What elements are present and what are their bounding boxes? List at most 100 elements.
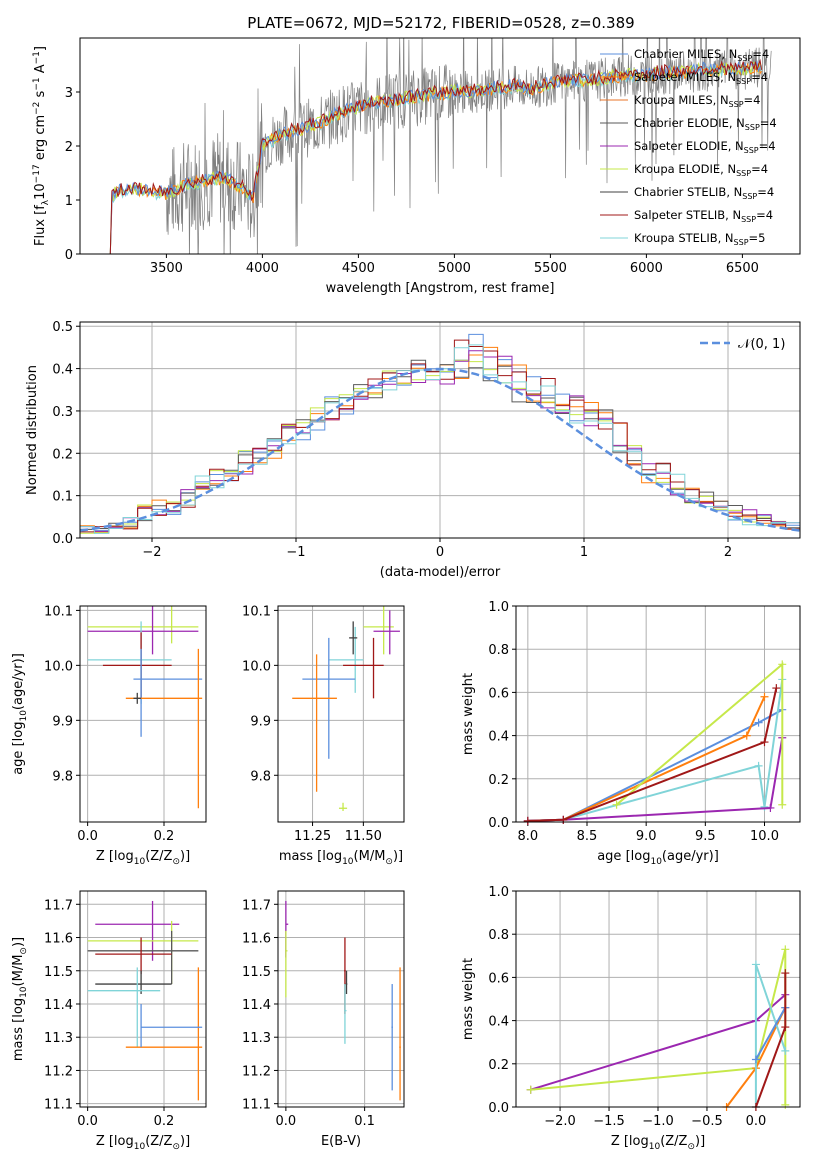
label-part: erg cm [33, 115, 48, 164]
x-axis-label: (data-model)/error [380, 565, 501, 580]
label-part: )] [695, 1134, 705, 1149]
label-part: )] [393, 849, 403, 864]
y-tick-label: 0.8 [488, 643, 509, 658]
mass-vs-metallicity-panel: 0.0 0.2 11.1 11.2 11.3 11.4 11.5 11.6 11.7 Z [log… [11, 890, 207, 1152]
label-part: SSP [745, 123, 760, 132]
label-part: λ [41, 199, 51, 205]
label-part: A [33, 64, 48, 77]
x-tick-label: 11.50 [345, 829, 382, 844]
y-tick-label: 0.1 [52, 490, 73, 505]
x-tick-label: 0.0 [276, 1114, 297, 1129]
label-part: ⊙ [385, 857, 393, 867]
label-part: SSP [736, 169, 751, 178]
y-tick-label: 10.1 [242, 604, 271, 619]
x-tick-label: 0.1 [354, 1114, 375, 1129]
y-tick-label: 9.8 [250, 769, 271, 784]
x-tick-label: −2.0 [544, 1114, 576, 1129]
legend-label: 𝒩(0, 1) [738, 337, 785, 352]
y-tick-label: 10.0 [242, 659, 271, 674]
label-part: 10 [134, 857, 146, 867]
y-tick-label: 0.5 [52, 320, 73, 335]
x-axis-label: Z [log10(Z/Z⊙)] [96, 1134, 190, 1152]
legend-label: Chabrier MILES, NSSP=4 [634, 47, 769, 63]
label-part: SSP [736, 77, 751, 86]
y-tick-label: 2 [65, 140, 73, 155]
label-part: ⊙ [172, 1142, 180, 1152]
y-tick-label: 3 [65, 86, 73, 101]
label-part: (age/yr)] [11, 653, 26, 710]
x-axis-label: Z [log10(Z/Z⊙)] [611, 1134, 705, 1152]
y-tick-label: 0.4 [52, 363, 73, 378]
legend-label: Chabrier ELODIE, NSSP=4 [634, 116, 777, 132]
label-part: =4 [756, 208, 773, 222]
y-tick-label: 0.4 [488, 730, 509, 745]
error-bars [285, 900, 401, 1101]
ticks: −2 −1 0 1 2 0.0 0.1 0.2 0.3 0.4 0.5 [52, 320, 732, 560]
y-tick-label: 11.6 [44, 932, 73, 947]
model-spectrum-line [108, 60, 763, 254]
y-tick-label: 0.6 [488, 686, 509, 701]
ticks: 0.0 0.1 11.1 11.2 11.3 11.4 11.5 11.6 11.7 [242, 898, 375, 1129]
label-part: )] [180, 849, 190, 864]
weight-marker [778, 660, 787, 669]
label-part: 10 [19, 986, 29, 998]
y-tick-label: 11.5 [44, 965, 73, 980]
label-part: (M/M [11, 955, 26, 987]
label-part: (Z/Z [145, 1134, 172, 1149]
label-part: Normed distribution [25, 365, 40, 495]
label-part: (data-model)/error [380, 565, 501, 580]
label-part: SSP [734, 238, 749, 247]
y-tick-label: 0.3 [52, 405, 73, 420]
residuals-panel: −2 −1 0 1 2 0.0 0.1 0.2 0.3 0.4 0.5 (data-model)/er… [25, 320, 801, 580]
y-axis-label: Flux [fλ10−17 erg cm−2 s−1 A−1] [32, 46, 51, 246]
age-vs-mass-panel: 11.25 11.50 9.8 9.9 10.0 10.1 mass [log10(M/M⊙… [242, 604, 405, 867]
legend-label: Salpeter MILES, NSSP=4 [634, 70, 768, 86]
weight-marker [751, 960, 760, 969]
y-tick-label: 0.4 [488, 1015, 509, 1030]
y-tick-label: 10.1 [44, 604, 73, 619]
x-tick-label: 4000 [246, 261, 279, 276]
x-tick-label: 5000 [438, 261, 471, 276]
label-part: Salpeter STELIB, N [634, 208, 741, 222]
label-part: mass weight [461, 673, 476, 755]
x-tick-label: −1.0 [642, 1114, 674, 1129]
label-part: mass weight [461, 958, 476, 1040]
x-tick-label: 0.0 [746, 1114, 767, 1129]
label-part: =4 [751, 162, 768, 176]
weight-marker [772, 684, 781, 693]
label-part: SSP [742, 192, 757, 201]
label-part: ] [33, 46, 48, 51]
y-axis-label: age [log10(age/yr)] [11, 653, 29, 775]
label-part: (Z/Z [145, 849, 172, 864]
plot-frame [79, 605, 207, 823]
x-tick-label: 6000 [630, 261, 663, 276]
y-tick-label: 11.7 [242, 898, 271, 913]
label-part: Kroupa ELODIE, N [634, 162, 736, 176]
x-tick-label: 6500 [726, 261, 759, 276]
ticks: 11.25 11.50 9.8 9.9 10.0 10.1 [242, 604, 382, 844]
y-tick-label: 1.0 [488, 885, 509, 900]
x-tick-label: 9.0 [636, 829, 657, 844]
label-part: Flux [f [33, 205, 48, 246]
model-spectrum-line [108, 58, 763, 254]
ticks: 3500 4000 4500 5000 5500 6000 6500 0 1 2 3 [65, 86, 759, 276]
label-part: =4 [760, 116, 777, 130]
x-axis-label: mass [log10(M/M⊙)] [279, 849, 403, 867]
x-axis-label: E(B-V) [321, 1134, 361, 1149]
weight-marker [781, 969, 790, 978]
label-part: mass [log [11, 998, 26, 1061]
label-part: SSP [744, 146, 759, 155]
label-part: 10 [33, 183, 48, 200]
y-tick-label: 0.2 [488, 773, 509, 788]
label-part: mass [log [279, 849, 342, 864]
y-tick-label: 1.0 [488, 600, 509, 615]
y-axis-label: mass weight [461, 673, 476, 755]
label-part: Kroupa STELIB, N [634, 231, 734, 245]
label-part: (Z/Z [660, 1134, 687, 1149]
x-tick-label: 9.5 [695, 829, 716, 844]
label-part: (age/yr)] [662, 849, 719, 864]
y-tick-label: 11.3 [44, 1031, 73, 1046]
y-tick-label: 0.2 [488, 1058, 509, 1073]
y-tick-label: 9.9 [52, 714, 73, 729]
label-part: age [log [597, 849, 650, 864]
